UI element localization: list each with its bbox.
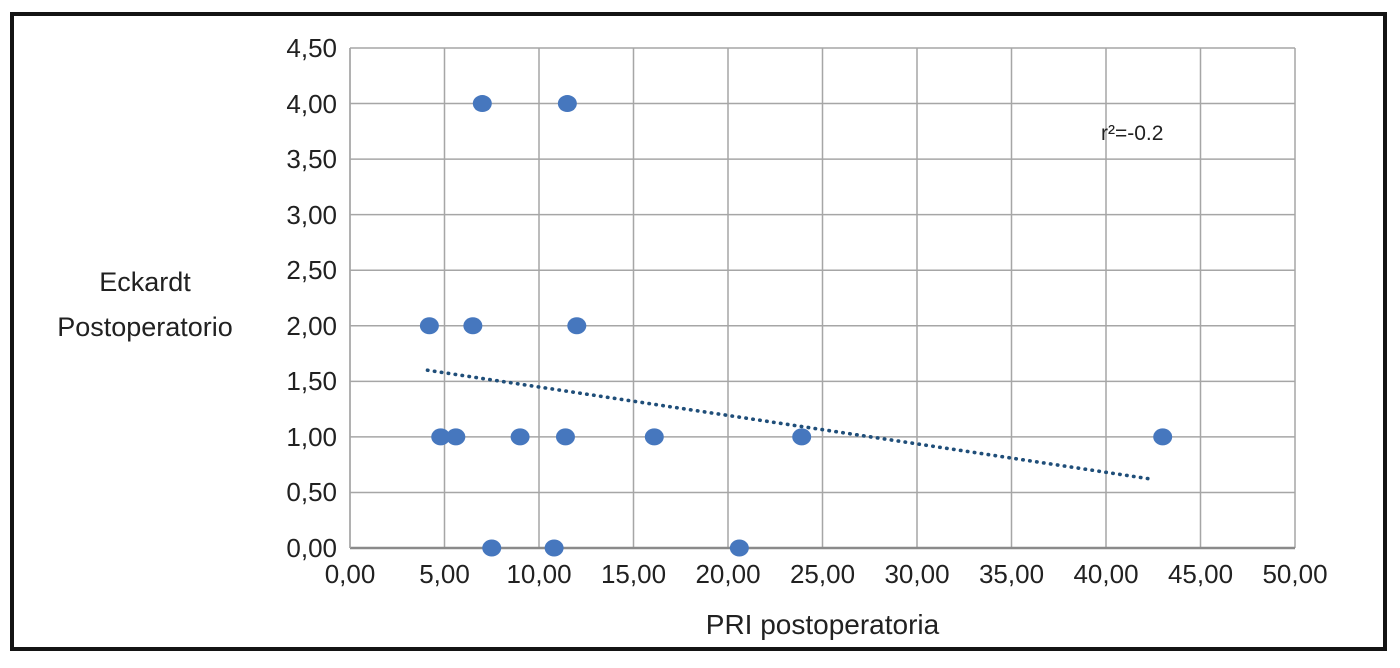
y-tick-label: 2,00 — [286, 310, 337, 341]
y-tick-label: 3,50 — [286, 144, 337, 175]
data-point-marker — [555, 428, 575, 446]
x-tick-label: 0,00 — [324, 559, 376, 589]
y-axis-title: Eckardt Postoperatorio — [20, 260, 270, 350]
x-tick-label: 35,00 — [978, 559, 1045, 589]
x-tick-label: 25,00 — [789, 559, 856, 589]
data-point-marker — [510, 428, 530, 446]
trendline — [425, 368, 1154, 481]
x-tick-label: 40,00 — [1073, 559, 1139, 589]
x-axis-title: PRI postoperatoria — [705, 609, 940, 640]
x-tick-label: 50,00 — [1262, 559, 1328, 589]
data-point-marker — [644, 428, 664, 446]
y-tick-label: 2,50 — [286, 255, 337, 286]
figure-border — [10, 12, 1387, 651]
x-tick-label: 15,00 — [600, 559, 667, 589]
y-tick-label: 0,00 — [286, 533, 337, 563]
r-squared-annotation: r²=-0.2 — [1101, 122, 1164, 145]
data-point-marker — [446, 428, 466, 446]
data-point-marker — [482, 539, 502, 557]
data-point-marker — [792, 428, 812, 446]
data-point-marker — [1153, 428, 1173, 446]
x-tick-label: 5,00 — [419, 559, 470, 589]
data-point-marker — [431, 428, 451, 446]
x-tick-label: 45,00 — [1167, 559, 1234, 589]
data-point-marker — [544, 539, 564, 557]
y-tick-label: 0,50 — [286, 477, 337, 508]
y-axis-title-line1: Eckardt — [99, 267, 191, 297]
x-tick-label: 10,00 — [506, 559, 572, 589]
data-point-marker — [729, 539, 749, 557]
y-tick-label: 3,00 — [286, 199, 337, 230]
data-point-marker — [557, 95, 577, 113]
y-axis-title-line2: Postoperatorio — [57, 312, 233, 342]
data-point-marker — [419, 317, 439, 335]
y-tick-label: 1,00 — [286, 421, 337, 452]
x-tick-label: 30,00 — [884, 559, 950, 589]
data-point-marker — [472, 95, 492, 113]
x-tick-label: 20,00 — [695, 559, 761, 589]
y-tick-label: 4,00 — [286, 88, 337, 119]
y-tick-label: 4,50 — [286, 33, 337, 63]
data-point-marker — [463, 317, 483, 335]
data-point-marker — [567, 317, 587, 335]
y-tick-label: 1,50 — [286, 366, 337, 397]
